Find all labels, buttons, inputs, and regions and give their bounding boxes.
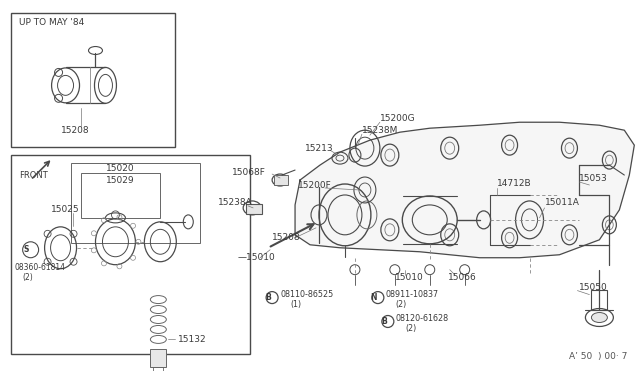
Text: 15011A: 15011A <box>545 198 579 208</box>
Text: (2): (2) <box>396 300 407 309</box>
Text: 08120-61628: 08120-61628 <box>396 314 449 323</box>
Text: (2): (2) <box>406 324 417 333</box>
Text: 15238A: 15238A <box>218 198 253 208</box>
Text: 15238M: 15238M <box>362 126 398 135</box>
Text: 15066: 15066 <box>448 273 476 282</box>
Bar <box>11 155 250 355</box>
Text: 15068F: 15068F <box>232 167 266 177</box>
Text: 15208: 15208 <box>61 126 89 135</box>
Text: 15050: 15050 <box>579 283 608 292</box>
Text: A’ 50  ) 00· 7: A’ 50 ) 00· 7 <box>569 352 627 361</box>
Text: S: S <box>24 245 29 254</box>
Polygon shape <box>295 122 634 258</box>
Bar <box>81 173 161 218</box>
Text: 08110-86525: 08110-86525 <box>280 290 333 299</box>
Text: (1): (1) <box>290 300 301 309</box>
Text: B: B <box>265 293 271 302</box>
Bar <box>246 204 262 214</box>
Text: FRONT: FRONT <box>19 170 47 180</box>
Text: N: N <box>371 293 377 302</box>
Bar <box>70 163 200 243</box>
Text: (2): (2) <box>22 273 33 282</box>
Bar <box>11 13 175 147</box>
Text: 15200G: 15200G <box>380 114 415 123</box>
Text: B: B <box>381 317 387 326</box>
Text: 15010: 15010 <box>395 273 424 282</box>
Text: UP TO MAY '84: UP TO MAY '84 <box>19 18 84 27</box>
Bar <box>274 175 288 185</box>
Text: 08360-61814: 08360-61814 <box>15 263 66 272</box>
Text: 14712B: 14712B <box>497 179 531 187</box>
Text: 15020: 15020 <box>106 164 135 173</box>
Text: —15010: —15010 <box>237 253 275 262</box>
Text: 15213: 15213 <box>305 144 333 153</box>
Bar <box>154 367 163 372</box>
Bar <box>591 290 607 310</box>
Text: 15132: 15132 <box>179 335 207 344</box>
Text: 15208: 15208 <box>272 233 301 242</box>
Ellipse shape <box>591 312 607 323</box>
Text: 15200F: 15200F <box>298 180 332 189</box>
Bar <box>150 349 166 367</box>
Text: 15053: 15053 <box>579 173 608 183</box>
Text: 15025: 15025 <box>51 205 79 214</box>
Text: 08911-10837: 08911-10837 <box>386 290 439 299</box>
Text: 15029: 15029 <box>106 176 135 185</box>
